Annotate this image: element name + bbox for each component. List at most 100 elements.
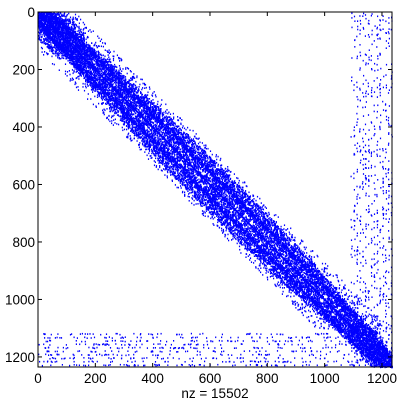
nonzero-marker: [159, 121, 161, 123]
nonzero-marker: [104, 73, 106, 75]
nonzero-marker: [38, 15, 40, 17]
nonzero-marker: [143, 125, 145, 128]
nonzero-marker: [104, 71, 106, 74]
nonzero-marker: [45, 23, 47, 25]
nonzero-marker: [112, 109, 114, 111]
nonzero-marker: [52, 26, 55, 28]
nonzero-marker: [136, 108, 138, 110]
nonzero-marker: [123, 121, 125, 124]
nonzero-marker: [121, 75, 123, 77]
nonzero-marker: [121, 98, 123, 100]
nonzero-marker: [121, 77, 123, 79]
nonzero-marker: [126, 97, 128, 100]
nonzero-marker: [153, 134, 155, 136]
nonzero-marker: [143, 145, 145, 147]
nonzero-marker: [103, 68, 105, 70]
nonzero-marker: [119, 89, 121, 92]
nonzero-marker: [149, 122, 151, 125]
nonzero-marker: [101, 80, 103, 82]
nonzero-marker: [115, 84, 117, 87]
nonzero-marker: [111, 84, 113, 86]
nonzero-marker: [102, 78, 104, 80]
nonzero-marker: [128, 119, 130, 121]
nonzero-marker: [135, 117, 137, 120]
nonzero-marker: [181, 133, 184, 136]
nonzero-marker: [104, 85, 106, 88]
nonzero-marker: [145, 94, 147, 96]
nonzero-marker: [141, 140, 143, 142]
nonzero-marker: [134, 130, 137, 133]
nonzero-marker: [132, 127, 134, 130]
nonzero-marker: [141, 109, 143, 112]
nonzero-marker: [110, 92, 113, 94]
nonzero-marker: [88, 72, 90, 74]
nonzero-marker: [109, 86, 111, 89]
nonzero-marker: [178, 132, 180, 135]
nonzero-marker: [95, 75, 98, 77]
nonzero-marker: [112, 94, 114, 97]
nonzero-marker: [67, 38, 69, 40]
nonzero-marker: [99, 85, 101, 87]
nonzero-marker: [124, 79, 126, 82]
nonzero-marker: [122, 116, 124, 119]
nonzero-marker: [91, 84, 93, 87]
nonzero-marker: [82, 55, 84, 58]
nonzero-marker: [103, 58, 105, 61]
nonzero-marker: [88, 55, 91, 57]
nonzero-marker: [176, 154, 178, 156]
nonzero-marker: [105, 71, 107, 73]
nonzero-marker: [133, 126, 135, 128]
nonzero-marker: [104, 79, 106, 82]
nonzero-marker: [158, 138, 160, 140]
nonzero-marker: [97, 90, 99, 93]
nonzero-marker: [143, 119, 145, 122]
nonzero-marker: [137, 89, 139, 92]
nonzero-marker: [57, 24, 59, 26]
nonzero-marker: [129, 88, 131, 91]
nonzero-marker: [92, 57, 94, 60]
nonzero-marker: [91, 47, 93, 50]
nonzero-marker: [134, 106, 137, 109]
nonzero-marker: [115, 108, 117, 111]
nonzero-marker: [74, 55, 76, 58]
nonzero-marker: [144, 102, 147, 105]
nonzero-marker: [70, 42, 72, 44]
nonzero-marker: [112, 65, 114, 67]
nonzero-marker: [118, 91, 120, 93]
nonzero-marker: [51, 37, 53, 40]
nonzero-marker: [120, 93, 122, 96]
nonzero-marker: [135, 115, 137, 118]
nonzero-marker: [147, 98, 149, 100]
nonzero-marker: [64, 43, 66, 46]
nonzero-marker: [123, 75, 125, 77]
nonzero-marker: [127, 114, 129, 117]
nonzero-marker: [144, 116, 147, 118]
nonzero-marker: [121, 79, 123, 82]
nonzero-marker: [143, 109, 145, 112]
nonzero-marker: [159, 136, 161, 138]
nonzero-marker: [107, 71, 110, 74]
nonzero-marker: [129, 96, 131, 98]
nonzero-marker: [127, 91, 129, 93]
nonzero-marker: [42, 22, 44, 25]
nonzero-marker: [52, 19, 54, 21]
nonzero-marker: [142, 141, 144, 143]
nonzero-marker: [144, 97, 146, 100]
nonzero-marker: [148, 118, 150, 121]
nonzero-marker: [139, 106, 141, 108]
nonzero-marker: [120, 72, 122, 75]
nonzero-marker: [69, 53, 71, 56]
nonzero-marker: [94, 70, 96, 73]
nonzero-marker: [176, 131, 178, 133]
nonzero-marker: [142, 143, 144, 146]
nonzero-marker: [137, 105, 139, 107]
nonzero-marker: [85, 53, 87, 55]
nonzero-marker: [58, 37, 60, 39]
nonzero-marker: [173, 156, 175, 158]
nonzero-marker: [108, 100, 110, 103]
nonzero-marker: [105, 93, 107, 95]
nonzero-marker: [90, 82, 92, 85]
nonzero-marker: [77, 72, 80, 74]
nonzero-marker: [114, 85, 116, 88]
nonzero-marker: [86, 78, 88, 80]
